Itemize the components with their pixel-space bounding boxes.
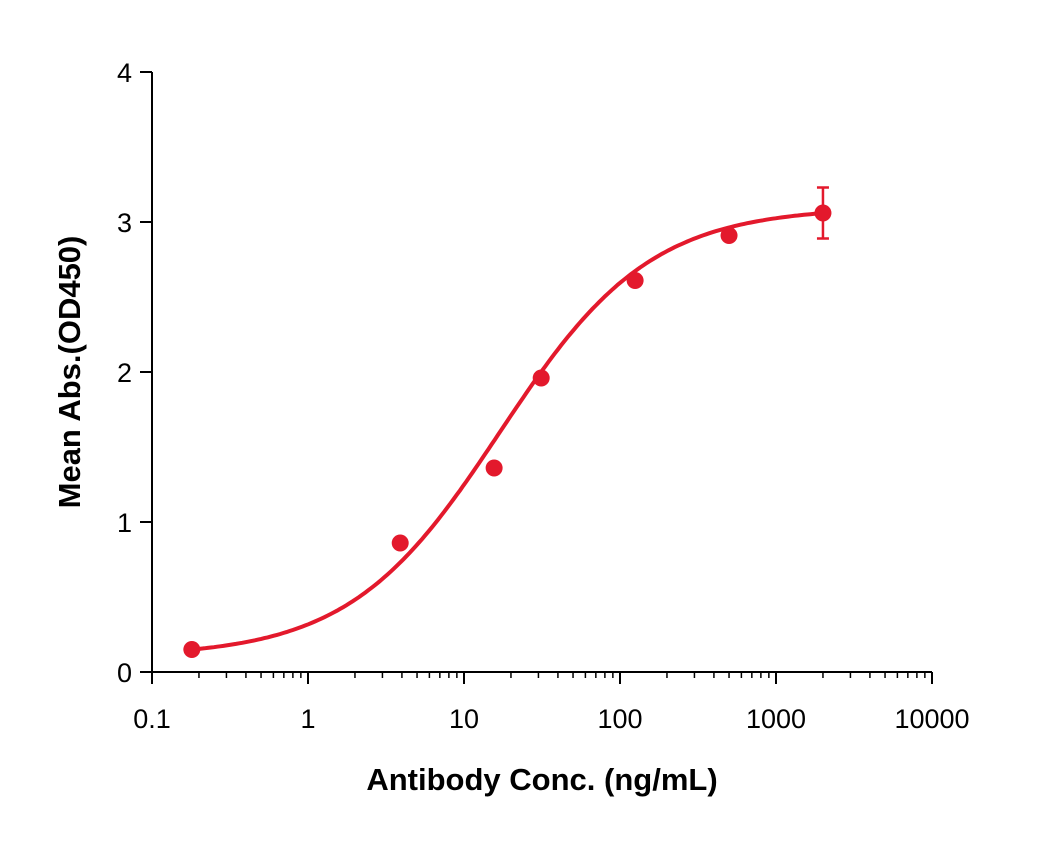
data-point xyxy=(532,369,550,387)
x-tick-label: 0.1 xyxy=(133,704,171,734)
data-point xyxy=(814,204,832,222)
y-tick-label: 2 xyxy=(117,358,132,388)
fit-curve xyxy=(191,211,824,652)
x-tick-label: 1000 xyxy=(746,704,806,734)
data-point xyxy=(391,534,409,552)
data-point xyxy=(720,227,738,244)
y-tick-label: 4 xyxy=(117,58,132,88)
x-axis-label: Antibody Conc. (ng/mL) xyxy=(366,762,717,797)
marks xyxy=(183,186,832,658)
x-tick-label: 10 xyxy=(449,704,479,734)
x-tick-label: 100 xyxy=(597,704,642,734)
y-tick-label: 3 xyxy=(117,208,132,238)
y-axis-label: Mean Abs.(OD450) xyxy=(52,236,87,509)
axes: 0 1 2 3 4 0.1 1 10 100 1000 10000 xyxy=(117,58,970,734)
data-point xyxy=(485,459,503,477)
data-point xyxy=(183,641,201,658)
x-tick-label: 1 xyxy=(300,704,315,734)
y-tick-label: 1 xyxy=(117,508,132,538)
y-tick-label: 0 xyxy=(117,658,132,688)
x-tick-label: 10000 xyxy=(894,704,969,734)
data-point xyxy=(626,272,644,289)
